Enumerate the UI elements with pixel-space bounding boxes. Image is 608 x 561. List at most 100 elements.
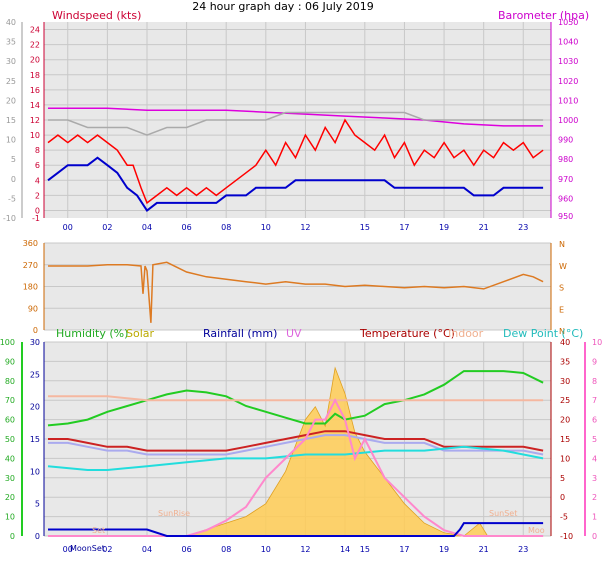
hour-tick-label: 04 [142,223,152,232]
series-solar-area [48,366,544,537]
outer-tick-label: 30 [6,57,16,66]
windspeed-tick-label: 18 [30,71,40,80]
rain-tick-label: 10 [30,467,40,476]
series-speed [47,156,544,212]
outer-tick-label: 15 [6,116,16,125]
indoor-label: Indoor [448,327,484,340]
uv-tick-label: 1 [592,513,597,522]
compass-label: W [559,262,567,271]
outer-tick-label: 35 [6,38,16,47]
temperature-tick-label: -10 [560,532,573,541]
hour-tick-label: 10 [261,545,271,554]
temperature-tick-label: 10 [560,454,570,463]
series-gust [47,118,544,205]
direction-tick-label: 270 [23,261,38,270]
barometer-label: Barometer (hpa) [498,9,589,22]
temperature-tick-label: 30 [560,377,570,386]
rain-tick-label: 25 [30,370,40,379]
uv-tick-label: 0 [592,532,597,541]
hour-tick-label: 00 [63,545,73,554]
series-temp2 [48,434,544,456]
temperature-tick-label: 40 [560,338,570,347]
set-annotation-left: Set [92,526,105,535]
barometer-tick-label: 1050 [558,18,578,27]
hour-tick-label: 21 [479,223,489,232]
temperature-tick-label: -5 [560,513,568,522]
hour-tick-label: 08 [221,545,231,554]
uv-tick-label: 7 [592,396,597,405]
hour-tick-label: 04 [142,545,152,554]
hour-tick-label: 02 [102,223,112,232]
hour-tick-label: 12 [300,223,310,232]
barometer-tick-label: 1010 [558,96,578,105]
rain-tick-label: 20 [30,403,40,412]
barometer-tick-label: 990 [558,136,573,145]
rain-tick-label: 15 [30,435,40,444]
humidity-tick-label: 70 [5,396,15,405]
hour-tick-label: 23 [518,545,528,554]
page-title: 24 hour graph day : 06 July 2019 [192,0,374,13]
barometer-tick-label: 950 [558,212,573,221]
hour-tick-label: 06 [182,545,192,554]
series-humidity [47,370,544,427]
solar-label: Solar [126,327,155,340]
windspeed-tick-label: -1 [32,214,40,223]
barometer-tick-label: 1030 [558,57,578,66]
windspeed-tick-label: 4 [35,176,40,185]
uv-tick-label: 2 [592,493,597,502]
barometer-tick-label: 1040 [558,38,578,47]
humidity-tick-label: 30 [5,474,15,483]
barometer-tick-label: 980 [558,155,573,164]
hour-tick-label: 00 [63,223,73,232]
temperature-tick-label: 5 [560,474,565,483]
windspeed-tick-label: 10 [30,131,40,140]
rain-tick-label: 0 [35,532,40,541]
outer-tick-label: -10 [3,214,16,223]
humidity-tick-label: 80 [5,377,15,386]
outer-tick-label: 0 [11,175,16,184]
hour-tick-label: 06 [182,223,192,232]
series-dewpoint [47,445,544,471]
hour-tick-label: 02 [102,545,112,554]
uv-tick-label: 4 [592,454,597,463]
sunrise-annotation: SunRise [158,509,190,518]
windspeed-tick-label: 16 [30,86,40,95]
temperature-tick-label: 35 [560,357,570,366]
compass-label: E [559,305,564,314]
humidity-tick-label: 0 [10,532,15,541]
series-grey [48,111,544,136]
hour-tick-label: 17 [399,545,409,554]
outer-tick-label: 5 [11,155,16,164]
outer-tick-label: 40 [6,18,16,27]
hour-tick-label: 19 [439,545,449,554]
compass-label: N [559,240,565,249]
moon-annotation-right: Moo [528,526,545,535]
windspeed-label: Windspeed (kts) [52,9,141,22]
moonset-annotation: MoonSet [70,544,105,553]
humidity-tick-label: 50 [5,435,15,444]
hour-tick-label: 12 [300,545,310,554]
temperature-tick-label: 15 [560,435,570,444]
uv-tick-label: 9 [592,357,597,366]
humidity-tick-label: 20 [5,493,15,502]
direction-tick-label: 360 [23,239,38,248]
outer-tick-label: 20 [6,96,16,105]
windspeed-tick-label: 24 [30,26,40,35]
uv-tick-label: 5 [592,435,597,444]
windspeed-tick-label: 22 [30,41,40,50]
series-rainfall [48,522,544,537]
humidity-tick-label: 90 [5,357,15,366]
uv-tick-label: 8 [592,377,597,386]
windspeed-tick-label: 2 [35,191,40,200]
humidity-tick-label: 10 [5,513,15,522]
direction-tick-label: 90 [28,304,38,313]
rain-tick-label: 5 [35,500,40,509]
compass-label: S [559,284,564,293]
hour-tick-label: 15 [360,545,370,554]
direction-tick-label: 180 [23,283,38,292]
humidity-tick-label: 100 [0,338,15,347]
windspeed-tick-label: 14 [30,101,40,110]
hour-tick-label: 14 [340,545,350,554]
